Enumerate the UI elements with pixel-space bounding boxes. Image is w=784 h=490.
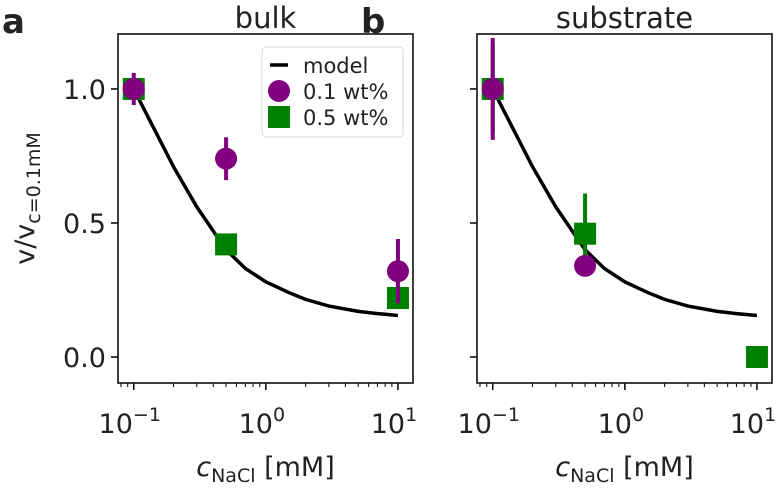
panel-label: a bbox=[2, 2, 25, 42]
panel-title: substrate bbox=[556, 1, 693, 35]
model-curve bbox=[132, 88, 399, 318]
legend-frame bbox=[261, 46, 404, 138]
axes-frame bbox=[476, 33, 773, 384]
panel-a: a bulk 10−1 100 101 0.0 0.5 1.0 cNaCl [mM] v/vc=0… bbox=[2, 1, 417, 487]
y-tick-label: 0.5 bbox=[63, 209, 106, 240]
data-point-circle bbox=[215, 147, 238, 170]
axes-frame bbox=[117, 33, 414, 384]
data-point-square bbox=[745, 345, 768, 368]
x-tick-label: 10−1 bbox=[458, 404, 520, 440]
x-tick-label: 101 bbox=[371, 404, 417, 440]
legend-square-icon bbox=[268, 106, 290, 128]
data-point-circle bbox=[481, 77, 504, 100]
data-point-circle bbox=[574, 254, 597, 277]
legend-entry: 0.5 wt% bbox=[303, 106, 388, 130]
data-point-square bbox=[215, 233, 238, 256]
legend-entry: model bbox=[303, 54, 368, 78]
x-tick-label: 10−1 bbox=[99, 404, 161, 440]
x-tick-label: 100 bbox=[239, 404, 285, 440]
x-tick-label: 101 bbox=[730, 404, 776, 440]
y-tick-label: 0.0 bbox=[63, 343, 106, 374]
legend-entry: 0.1 wt% bbox=[303, 80, 388, 104]
panel-b: b substrate 10−1 100 101 cNaCl [mM] bbox=[361, 1, 776, 487]
x-axis-label: cNaCl [mM] bbox=[555, 452, 694, 486]
data-point-circle bbox=[386, 260, 409, 283]
panel-title: bulk bbox=[235, 1, 297, 35]
data-point-circle bbox=[122, 77, 145, 100]
y-axis-label: v/vc=0.1mM bbox=[10, 132, 45, 265]
model-curve bbox=[491, 88, 758, 318]
x-axis-label: cNaCl [mM] bbox=[196, 452, 335, 486]
legend-circle-icon bbox=[268, 80, 290, 102]
panel-label: b bbox=[361, 2, 385, 42]
x-tick-label: 100 bbox=[598, 404, 644, 440]
data-point-square bbox=[574, 222, 597, 245]
y-tick-label: 1.0 bbox=[63, 75, 106, 106]
